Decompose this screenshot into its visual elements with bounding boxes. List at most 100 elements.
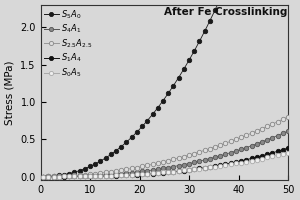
$S_1A_4$ xyxy=(41,175,45,178)
$S_1A_4$ xyxy=(224,163,227,165)
$S_0A_5$ xyxy=(68,175,71,178)
$S_4A_1$ xyxy=(255,143,259,145)
$S_0A_5$ xyxy=(229,163,232,165)
Line: $S_4A_1$: $S_4A_1$ xyxy=(41,129,290,179)
$S_0A_5$ xyxy=(198,168,201,170)
$S_1A_4$ xyxy=(208,166,212,168)
$S_{2.5}A_{2.5}$ xyxy=(161,161,165,163)
$S_1A_4$ xyxy=(119,174,123,177)
$S_0A_5$ xyxy=(260,157,264,160)
$S_{2.5}A_{2.5}$ xyxy=(286,116,290,118)
$S_0A_5$ xyxy=(78,175,81,178)
$S_0A_5$ xyxy=(255,158,259,161)
$S_0A_5$ xyxy=(156,172,160,174)
$S_4A_1$ xyxy=(130,171,134,174)
$S_1A_4$ xyxy=(151,172,154,175)
$S_4A_1$ xyxy=(244,146,248,149)
$S_{2.5}A_{2.5}$ xyxy=(260,128,264,130)
$S_5A_0$ xyxy=(125,141,128,143)
$S_0A_5$ xyxy=(182,169,186,172)
$S_4A_1$ xyxy=(109,173,113,176)
$S_{2.5}A_{2.5}$ xyxy=(119,169,123,171)
$S_4A_1$ xyxy=(135,171,139,173)
$S_5A_0$ xyxy=(109,153,113,156)
Line: $S_1A_4$: $S_1A_4$ xyxy=(41,146,290,179)
$S_1A_4$ xyxy=(229,162,232,164)
$S_1A_4$ xyxy=(234,161,238,163)
$S_{2.5}A_{2.5}$ xyxy=(52,175,55,178)
$S_{2.5}A_{2.5}$ xyxy=(266,125,269,128)
$S_5A_0$ xyxy=(57,174,61,177)
$S_0A_5$ xyxy=(276,154,279,156)
$S_{2.5}A_{2.5}$ xyxy=(213,146,217,148)
$S_1A_4$ xyxy=(192,168,196,170)
$S_1A_4$ xyxy=(130,174,134,176)
$S_4A_1$ xyxy=(213,156,217,158)
$S_4A_1$ xyxy=(198,160,201,162)
$S_5A_0$ xyxy=(119,145,123,148)
$S_4A_1$ xyxy=(266,139,269,141)
$S_0A_5$ xyxy=(46,175,50,178)
$S_{2.5}A_{2.5}$ xyxy=(255,130,259,132)
$S_5A_0$ xyxy=(140,125,144,128)
$S_0A_5$ xyxy=(266,156,269,159)
$S_4A_1$ xyxy=(93,174,97,177)
$S_{2.5}A_{2.5}$ xyxy=(46,175,50,178)
$S_4A_1$ xyxy=(286,130,290,132)
$S_{2.5}A_{2.5}$ xyxy=(172,158,175,161)
$S_1A_4$ xyxy=(187,169,191,171)
$S_4A_1$ xyxy=(239,148,243,151)
$S_1A_4$ xyxy=(140,173,144,175)
$S_0A_5$ xyxy=(140,173,144,175)
$S_{2.5}A_{2.5}$ xyxy=(41,175,45,178)
$S_1A_4$ xyxy=(83,175,87,178)
$S_{2.5}A_{2.5}$ xyxy=(156,162,160,164)
$S_{2.5}A_{2.5}$ xyxy=(167,159,170,162)
$S_1A_4$ xyxy=(213,165,217,167)
$S_{2.5}A_{2.5}$ xyxy=(146,164,149,167)
$S_{2.5}A_{2.5}$ xyxy=(73,174,76,177)
$S_4A_1$ xyxy=(260,141,264,143)
$S_{2.5}A_{2.5}$ xyxy=(192,152,196,155)
$S_1A_4$ xyxy=(255,156,259,158)
$S_1A_4$ xyxy=(198,167,201,170)
$S_1A_4$ xyxy=(177,170,180,172)
$S_{2.5}A_{2.5}$ xyxy=(271,123,274,125)
$S_{2.5}A_{2.5}$ xyxy=(125,168,128,171)
$S_0A_5$ xyxy=(161,171,165,174)
$S_0A_5$ xyxy=(83,175,87,177)
$S_1A_4$ xyxy=(73,175,76,178)
$S_0A_5$ xyxy=(187,169,191,171)
$S_5A_0$ xyxy=(172,84,175,87)
$S_0A_5$ xyxy=(281,153,285,155)
$S_1A_4$ xyxy=(52,175,55,178)
$S_4A_1$ xyxy=(62,175,66,178)
$S_4A_1$ xyxy=(119,172,123,175)
$S_4A_1$ xyxy=(203,159,206,161)
$S_5A_0$ xyxy=(46,175,50,178)
$S_{2.5}A_{2.5}$ xyxy=(276,121,279,123)
$S_4A_1$ xyxy=(177,164,180,167)
$S_1A_4$ xyxy=(244,158,248,161)
$S_1A_4$ xyxy=(62,175,66,178)
$S_5A_0$ xyxy=(114,149,118,152)
$S_4A_1$ xyxy=(114,173,118,175)
$S_{2.5}A_{2.5}$ xyxy=(151,163,154,166)
$S_0A_5$ xyxy=(88,175,92,177)
$S_4A_1$ xyxy=(140,170,144,173)
$S_{2.5}A_{2.5}$ xyxy=(93,172,97,175)
$S_0A_5$ xyxy=(99,175,102,177)
$S_4A_1$ xyxy=(46,175,50,178)
$S_4A_1$ xyxy=(99,174,102,176)
$S_5A_0$ xyxy=(83,167,87,170)
$S_4A_1$ xyxy=(156,168,160,170)
$S_5A_0$ xyxy=(41,175,45,178)
$S_1A_4$ xyxy=(93,175,97,177)
$S_{2.5}A_{2.5}$ xyxy=(224,142,227,144)
$S_5A_0$ xyxy=(192,50,196,52)
$S_0A_5$ xyxy=(192,168,196,171)
$S_1A_4$ xyxy=(203,167,206,169)
$S_4A_1$ xyxy=(208,157,212,160)
$S_5A_0$ xyxy=(177,76,180,79)
$S_0A_5$ xyxy=(73,175,76,178)
